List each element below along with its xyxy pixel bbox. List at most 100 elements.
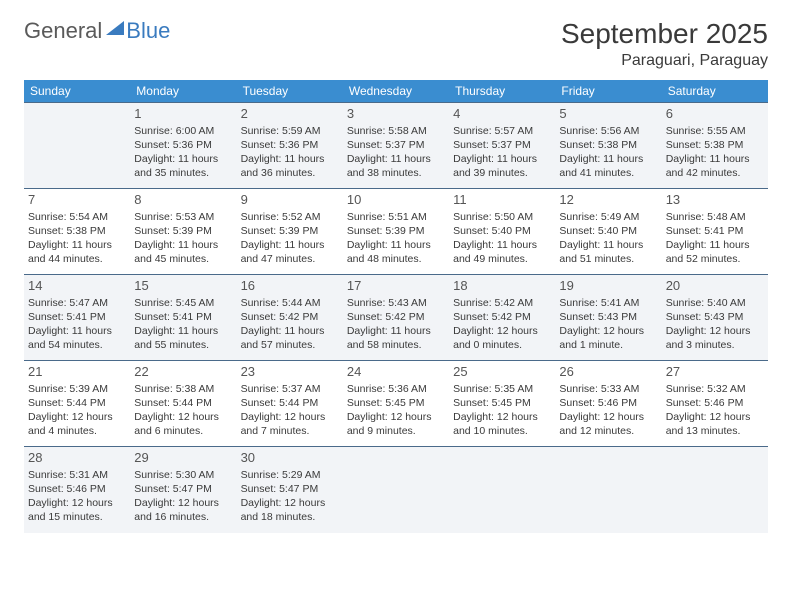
sunset-text: Sunset: 5:44 PM: [28, 396, 126, 410]
sunset-text: Sunset: 5:40 PM: [453, 224, 551, 238]
day-cell: [555, 447, 661, 533]
sunset-text: Sunset: 5:36 PM: [134, 138, 232, 152]
sunrise-text: Sunrise: 5:42 AM: [453, 296, 551, 310]
sunrise-text: Sunrise: 5:41 AM: [559, 296, 657, 310]
day-number: 25: [453, 363, 551, 381]
day-cell: 7Sunrise: 5:54 AMSunset: 5:38 PMDaylight…: [24, 189, 130, 275]
day-header-saturday: Saturday: [662, 80, 768, 103]
day-cell: 27Sunrise: 5:32 AMSunset: 5:46 PMDayligh…: [662, 361, 768, 447]
daylight-text: Daylight: 12 hours and 9 minutes.: [347, 410, 445, 438]
day-cell: 12Sunrise: 5:49 AMSunset: 5:40 PMDayligh…: [555, 189, 661, 275]
day-number: 4: [453, 105, 551, 123]
sunrise-text: Sunrise: 5:43 AM: [347, 296, 445, 310]
logo: General Blue: [24, 18, 170, 44]
day-cell: [24, 103, 130, 189]
sunrise-text: Sunrise: 5:35 AM: [453, 382, 551, 396]
day-cell: 5Sunrise: 5:56 AMSunset: 5:38 PMDaylight…: [555, 103, 661, 189]
sunrise-text: Sunrise: 5:59 AM: [241, 124, 339, 138]
sunrise-text: Sunrise: 5:36 AM: [347, 382, 445, 396]
logo-text-blue: Blue: [126, 18, 170, 44]
day-number: 3: [347, 105, 445, 123]
sunset-text: Sunset: 5:40 PM: [559, 224, 657, 238]
sunrise-text: Sunrise: 5:45 AM: [134, 296, 232, 310]
daylight-text: Daylight: 12 hours and 0 minutes.: [453, 324, 551, 352]
day-cell: 1Sunrise: 6:00 AMSunset: 5:36 PMDaylight…: [130, 103, 236, 189]
sunrise-text: Sunrise: 5:51 AM: [347, 210, 445, 224]
day-cell: 20Sunrise: 5:40 AMSunset: 5:43 PMDayligh…: [662, 275, 768, 361]
day-number: 28: [28, 449, 126, 467]
day-cell: 6Sunrise: 5:55 AMSunset: 5:38 PMDaylight…: [662, 103, 768, 189]
sunset-text: Sunset: 5:39 PM: [347, 224, 445, 238]
day-number: 26: [559, 363, 657, 381]
day-cell: 24Sunrise: 5:36 AMSunset: 5:45 PMDayligh…: [343, 361, 449, 447]
daylight-text: Daylight: 11 hours and 38 minutes.: [347, 152, 445, 180]
daylight-text: Daylight: 11 hours and 47 minutes.: [241, 238, 339, 266]
day-number: 18: [453, 277, 551, 295]
sunrise-text: Sunrise: 5:30 AM: [134, 468, 232, 482]
day-number: 30: [241, 449, 339, 467]
day-number: 6: [666, 105, 764, 123]
sunset-text: Sunset: 5:45 PM: [347, 396, 445, 410]
sunrise-text: Sunrise: 5:32 AM: [666, 382, 764, 396]
sunset-text: Sunset: 5:43 PM: [559, 310, 657, 324]
sunset-text: Sunset: 5:37 PM: [347, 138, 445, 152]
sunrise-text: Sunrise: 5:40 AM: [666, 296, 764, 310]
day-cell: 23Sunrise: 5:37 AMSunset: 5:44 PMDayligh…: [237, 361, 343, 447]
day-cell: 28Sunrise: 5:31 AMSunset: 5:46 PMDayligh…: [24, 447, 130, 533]
day-number: 11: [453, 191, 551, 209]
sunset-text: Sunset: 5:39 PM: [241, 224, 339, 238]
day-cell: 14Sunrise: 5:47 AMSunset: 5:41 PMDayligh…: [24, 275, 130, 361]
sunset-text: Sunset: 5:45 PM: [453, 396, 551, 410]
sunset-text: Sunset: 5:41 PM: [28, 310, 126, 324]
week-row: 1Sunrise: 6:00 AMSunset: 5:36 PMDaylight…: [24, 103, 768, 189]
sunset-text: Sunset: 5:41 PM: [134, 310, 232, 324]
day-cell: 16Sunrise: 5:44 AMSunset: 5:42 PMDayligh…: [237, 275, 343, 361]
header: General Blue September 2025 Paraguari, P…: [24, 18, 768, 70]
day-number: 5: [559, 105, 657, 123]
day-cell: 3Sunrise: 5:58 AMSunset: 5:37 PMDaylight…: [343, 103, 449, 189]
sunset-text: Sunset: 5:44 PM: [134, 396, 232, 410]
logo-triangle-icon: [106, 21, 124, 35]
daylight-text: Daylight: 11 hours and 39 minutes.: [453, 152, 551, 180]
day-cell: 30Sunrise: 5:29 AMSunset: 5:47 PMDayligh…: [237, 447, 343, 533]
daylight-text: Daylight: 11 hours and 54 minutes.: [28, 324, 126, 352]
day-number: 14: [28, 277, 126, 295]
sunrise-text: Sunrise: 5:38 AM: [134, 382, 232, 396]
sunrise-text: Sunrise: 5:56 AM: [559, 124, 657, 138]
day-cell: 18Sunrise: 5:42 AMSunset: 5:42 PMDayligh…: [449, 275, 555, 361]
sunset-text: Sunset: 5:47 PM: [241, 482, 339, 496]
sunrise-text: Sunrise: 5:53 AM: [134, 210, 232, 224]
daylight-text: Daylight: 11 hours and 55 minutes.: [134, 324, 232, 352]
sunset-text: Sunset: 5:42 PM: [241, 310, 339, 324]
day-number: 21: [28, 363, 126, 381]
sunset-text: Sunset: 5:38 PM: [28, 224, 126, 238]
sunrise-text: Sunrise: 5:47 AM: [28, 296, 126, 310]
day-number: 12: [559, 191, 657, 209]
daylight-text: Daylight: 12 hours and 6 minutes.: [134, 410, 232, 438]
sunset-text: Sunset: 5:39 PM: [134, 224, 232, 238]
daylight-text: Daylight: 12 hours and 4 minutes.: [28, 410, 126, 438]
day-cell: [662, 447, 768, 533]
day-cell: 15Sunrise: 5:45 AMSunset: 5:41 PMDayligh…: [130, 275, 236, 361]
day-number: 17: [347, 277, 445, 295]
sunrise-text: Sunrise: 5:33 AM: [559, 382, 657, 396]
daylight-text: Daylight: 11 hours and 42 minutes.: [666, 152, 764, 180]
day-number: 20: [666, 277, 764, 295]
sunset-text: Sunset: 5:38 PM: [666, 138, 764, 152]
day-header-wednesday: Wednesday: [343, 80, 449, 103]
sunset-text: Sunset: 5:38 PM: [559, 138, 657, 152]
day-number: 8: [134, 191, 232, 209]
day-cell: 10Sunrise: 5:51 AMSunset: 5:39 PMDayligh…: [343, 189, 449, 275]
title-block: September 2025 Paraguari, Paraguay: [561, 18, 768, 70]
day-header-monday: Monday: [130, 80, 236, 103]
day-number: 13: [666, 191, 764, 209]
sunset-text: Sunset: 5:37 PM: [453, 138, 551, 152]
day-cell: 8Sunrise: 5:53 AMSunset: 5:39 PMDaylight…: [130, 189, 236, 275]
daylight-text: Daylight: 12 hours and 18 minutes.: [241, 496, 339, 524]
daylight-text: Daylight: 11 hours and 51 minutes.: [559, 238, 657, 266]
sunrise-text: Sunrise: 5:49 AM: [559, 210, 657, 224]
daylight-text: Daylight: 12 hours and 7 minutes.: [241, 410, 339, 438]
sunset-text: Sunset: 5:42 PM: [453, 310, 551, 324]
week-row: 14Sunrise: 5:47 AMSunset: 5:41 PMDayligh…: [24, 275, 768, 361]
week-row: 28Sunrise: 5:31 AMSunset: 5:46 PMDayligh…: [24, 447, 768, 533]
